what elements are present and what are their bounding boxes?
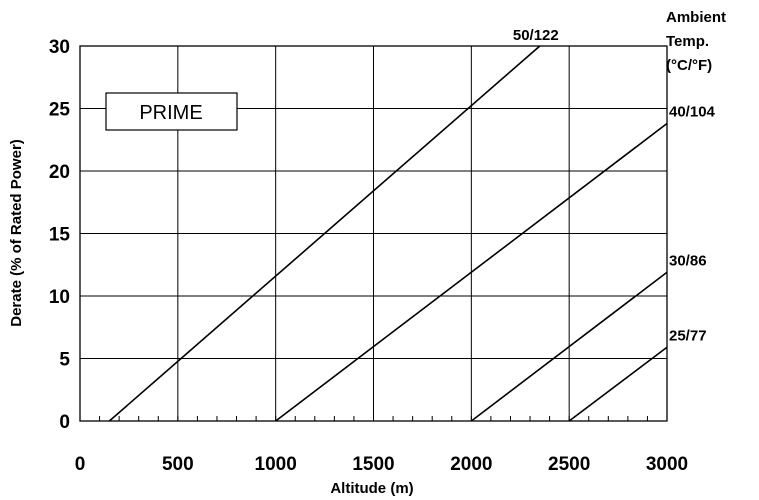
series-label-40-104: 40/104 xyxy=(669,104,716,121)
x-tick-label: 2500 xyxy=(548,454,590,475)
series-line-40-104 xyxy=(275,122,668,422)
y-tick-label: 15 xyxy=(49,225,71,246)
x-tick-label: 3000 xyxy=(646,454,688,475)
y-tick-label: 25 xyxy=(49,100,71,121)
x-tick-labels: 0 500 1000 1500 2000 2500 3000 xyxy=(75,454,688,475)
series-line-25-77 xyxy=(568,346,668,422)
series-line-30-86 xyxy=(470,271,668,422)
x-tick-label: 2000 xyxy=(450,454,492,475)
y-tick-label: 5 xyxy=(59,350,70,371)
minor-ticks xyxy=(79,416,668,421)
y-axis-label: Derate (% of Rated Power) xyxy=(8,139,25,327)
x-axis-label: Altitude (m) xyxy=(330,480,413,497)
legend-title: Ambient Temp. (°C/°F) xyxy=(666,9,726,74)
prime-annotation: PRIME xyxy=(105,92,238,131)
prime-annotation-box xyxy=(105,92,238,131)
series-lines xyxy=(108,45,668,422)
x-tick-label: 1500 xyxy=(352,454,394,475)
legend-title-line: Ambient xyxy=(666,9,726,26)
series-label-25-77: 25/77 xyxy=(669,327,707,344)
prime-annotation-text: PRIME xyxy=(139,102,202,124)
series-line-50-122 xyxy=(108,45,541,422)
series-label-30-86: 30/86 xyxy=(669,252,707,269)
x-tick-label: 0 xyxy=(75,454,86,475)
y-tick-label: 30 xyxy=(49,37,70,58)
y-tick-label: 0 xyxy=(59,412,70,433)
series-label-50-122: 50/122 xyxy=(513,27,559,44)
legend-title-line: (°C/°F) xyxy=(666,57,712,74)
legend-title-line: Temp. xyxy=(666,33,709,50)
grid xyxy=(80,46,667,421)
y-tick-label: 20 xyxy=(49,162,70,183)
y-tick-labels: 0 5 10 15 20 25 30 xyxy=(49,37,71,433)
x-tick-label: 500 xyxy=(162,454,194,475)
x-tick-label: 1000 xyxy=(255,454,297,475)
y-tick-label: 10 xyxy=(49,287,70,308)
series-labels: 50/122 40/104 30/86 25/77 xyxy=(513,27,716,344)
